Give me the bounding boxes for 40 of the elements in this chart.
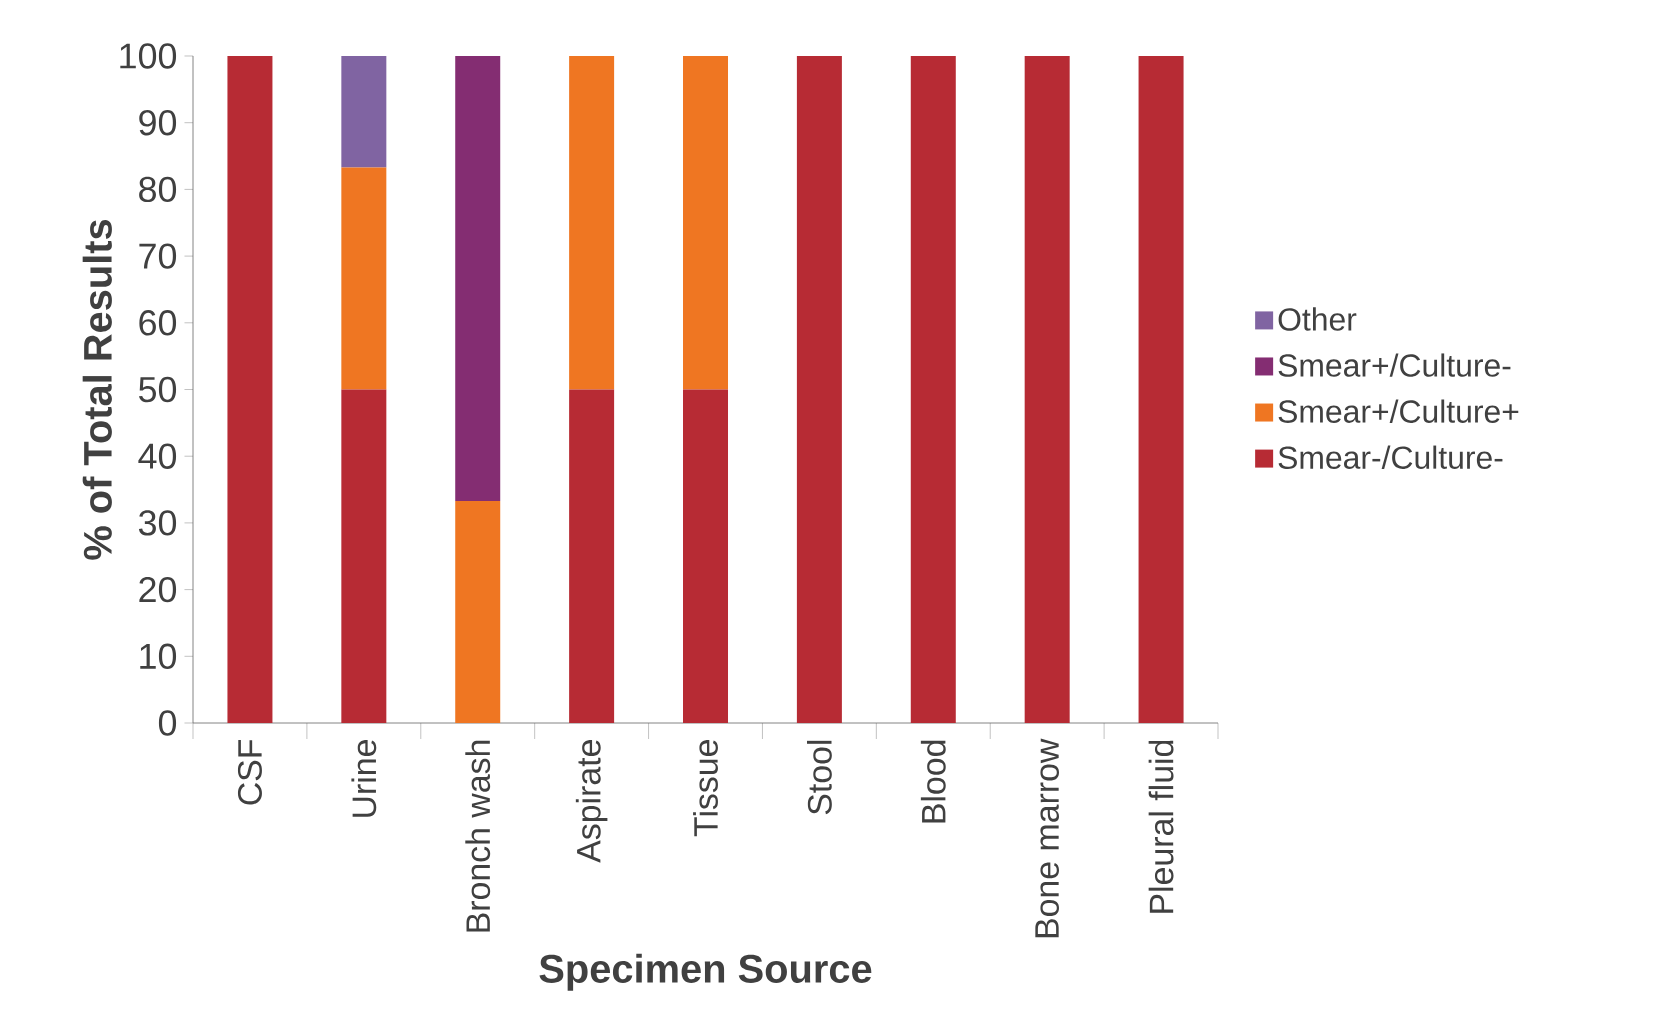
bar <box>796 55 842 724</box>
legend-label: Smear+/Culture+ <box>1278 399 1519 423</box>
y-tick-label: 90 <box>139 109 177 136</box>
bar <box>569 55 615 390</box>
x-tick-label: Tissue <box>693 740 718 837</box>
y-tick-label: 50 <box>139 376 177 403</box>
legend-label: Smear-/Culture- <box>1278 445 1503 469</box>
legend-label: Smear+/Culture- <box>1278 353 1511 377</box>
bar <box>569 389 615 724</box>
x-tick-label: Bronch wash <box>465 740 491 932</box>
bar <box>1024 55 1070 724</box>
bar <box>455 55 501 501</box>
x-tick-label: CSF <box>237 739 262 805</box>
x-tick-label: Pleural fluid <box>1148 740 1174 913</box>
bar <box>1138 55 1184 724</box>
bar <box>455 500 501 724</box>
y-tick-label: 0 <box>158 710 177 736</box>
x-tick-label: Bone marrow <box>1035 738 1059 938</box>
bar <box>683 55 729 390</box>
bar <box>910 55 956 724</box>
bar <box>341 167 387 390</box>
y-tick-label: 80 <box>139 176 177 203</box>
y-tick-label: 60 <box>139 310 177 336</box>
y-tick-label: 70 <box>139 243 177 269</box>
bar <box>227 55 273 724</box>
y-axis-title: % of Total Results <box>82 219 112 560</box>
legend-label: Other <box>1278 307 1357 331</box>
x-tick-label: Blood <box>920 740 946 823</box>
x-tick-label: Stool <box>806 740 832 815</box>
y-tick-label: 40 <box>138 443 177 469</box>
x-tick-label: Aspirate <box>575 740 608 863</box>
bar <box>341 55 387 168</box>
x-axis-title: Specimen Source <box>539 953 872 991</box>
y-tick-label: 10 <box>140 643 177 669</box>
y-tick-label: 30 <box>138 510 177 536</box>
y-tick-label: 20 <box>139 576 177 603</box>
bar <box>341 389 387 724</box>
bar <box>683 389 729 724</box>
y-tick-label: 100 <box>120 43 177 69</box>
x-tick-label: Urine <box>351 740 377 817</box>
